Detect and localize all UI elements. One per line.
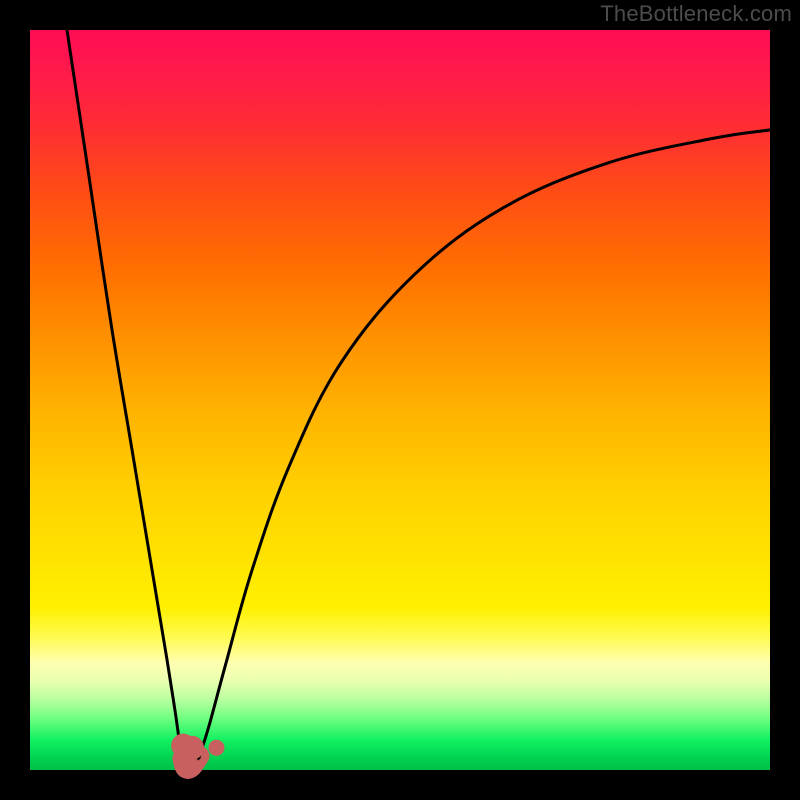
plot-background bbox=[30, 30, 770, 770]
marker-2 bbox=[176, 754, 200, 778]
chart-svg bbox=[0, 0, 800, 800]
watermark-label: TheBottleneck.com bbox=[600, 1, 792, 27]
marker-3 bbox=[208, 740, 224, 756]
stage: TheBottleneck.com bbox=[0, 0, 800, 800]
